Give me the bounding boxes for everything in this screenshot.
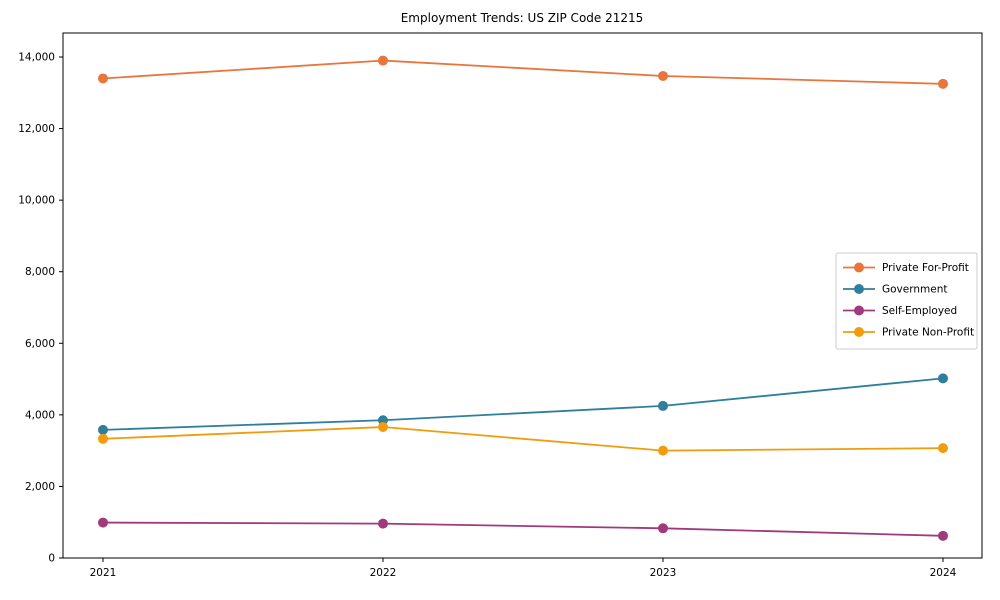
data-point-private-for-profit (378, 55, 388, 66)
data-point-government (658, 400, 668, 411)
series-line-private-non-profit (102, 426, 944, 452)
data-point-self-employed (938, 530, 948, 541)
y-axis-tick-label: 2,000 (25, 481, 55, 493)
data-point-private-non-profit (98, 433, 108, 444)
y-axis-tick-label: 14,000 (18, 52, 55, 64)
data-point-government (98, 424, 108, 435)
legend-marker-government (854, 284, 864, 294)
plot-border (62, 32, 983, 559)
legend-label-private-non-profit: Private Non-Profit (882, 327, 974, 339)
data-point-private-non-profit (658, 445, 668, 456)
x-axis-tick-label: 2024 (930, 567, 957, 579)
series-line-self-employed (102, 521, 944, 537)
y-axis-tick-label: 10,000 (18, 195, 55, 207)
legend-marker-private-non-profit (854, 327, 864, 337)
y-axis-tick-label: 12,000 (18, 123, 55, 135)
legend-label-government: Government (882, 284, 947, 296)
data-point-self-employed (98, 517, 108, 528)
x-axis-tick-label: 2021 (90, 567, 117, 579)
series-line-private-for-profit (102, 59, 944, 85)
data-point-self-employed (658, 523, 668, 534)
x-axis-tick-label: 2022 (370, 567, 397, 579)
data-point-self-employed (378, 518, 388, 529)
legend-label-self-employed: Self-Employed (882, 305, 957, 317)
data-point-private-for-profit (658, 70, 668, 81)
chart-title: Employment Trends: US ZIP Code 21215 (401, 11, 644, 25)
y-axis-tick-label: 0 (48, 553, 55, 565)
y-axis-tick-label: 4,000 (25, 409, 55, 421)
x-axis-tick-label: 2023 (650, 567, 677, 579)
y-axis-tick-label: 8,000 (25, 266, 55, 278)
data-point-private-non-profit (938, 443, 948, 454)
legend-marker-private-for-profit (854, 262, 864, 273)
legend-box (835, 252, 978, 350)
legend-marker-self-employed (854, 305, 864, 316)
legend-label-private-for-profit: Private For-Profit (882, 262, 969, 274)
series-line-government (102, 377, 944, 431)
data-point-private-for-profit (938, 78, 948, 89)
data-point-private-non-profit (378, 422, 388, 433)
y-axis-tick-label: 6,000 (25, 338, 55, 350)
data-point-private-for-profit (98, 73, 108, 84)
data-point-government (938, 373, 948, 384)
